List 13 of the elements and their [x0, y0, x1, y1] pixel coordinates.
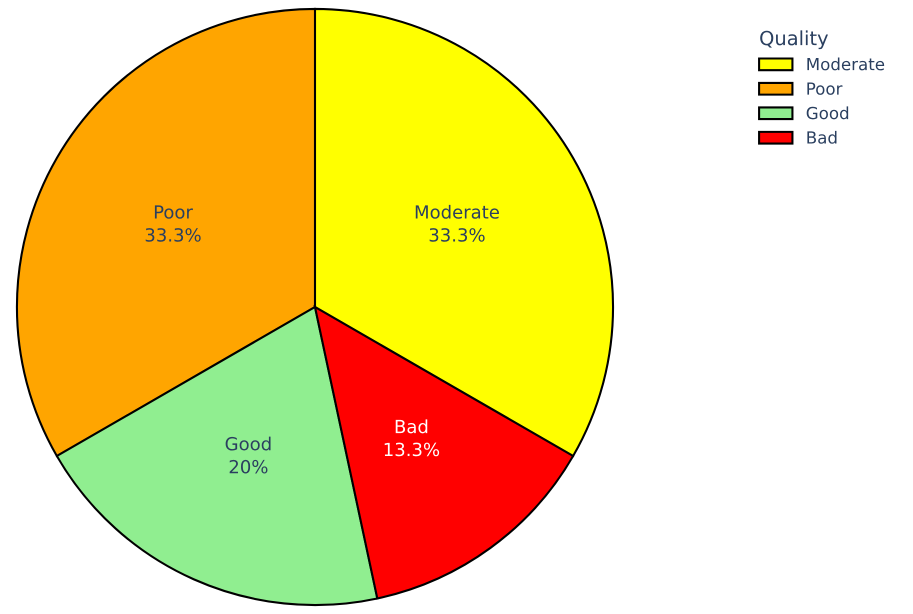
- data-label: 33.3%: [146, 228, 201, 242]
- data-label: 20%: [230, 460, 268, 474]
- slice-label: Bad: [396, 419, 428, 434]
- legend-label: Bad: [807, 130, 836, 144]
- legend-title: Quality: [760, 30, 828, 50]
- slice-label: Good: [226, 436, 271, 451]
- legend-label: Good: [806, 106, 848, 120]
- data-label: 33.3%: [430, 228, 485, 242]
- slice-label: Moderate: [416, 204, 499, 219]
- data-label: 13.3%: [384, 442, 440, 456]
- legend-label: Moderate: [807, 58, 884, 70]
- slice-label: Poor: [154, 205, 193, 219]
- legend-label: Poor: [807, 82, 842, 95]
